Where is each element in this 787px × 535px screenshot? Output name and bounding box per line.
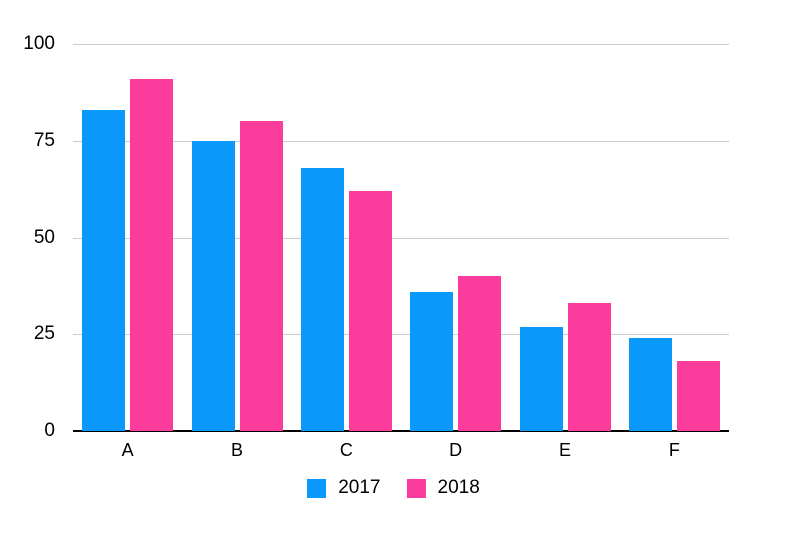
bar-b-2018	[239, 121, 283, 431]
legend-item-2017: 2017	[307, 477, 381, 499]
gridline-100	[73, 44, 729, 45]
legend-swatch-2017	[307, 478, 327, 498]
bar-a-2017	[82, 109, 126, 431]
gridline-50	[73, 237, 729, 239]
bar-e-2018	[567, 303, 611, 431]
bar-c-2017	[300, 167, 344, 431]
gridline-25	[73, 334, 729, 336]
legend-item-2018: 2018	[406, 477, 480, 499]
x-tick-label-b: B	[230, 440, 244, 460]
x-tick-label-d: D	[449, 440, 463, 460]
bar-e-2017	[519, 326, 563, 431]
bar-a-2018	[130, 78, 174, 431]
bar-f-2017	[628, 338, 672, 431]
y-tick-label-100: 100	[23, 33, 55, 54]
x-tick-label-a: A	[121, 440, 134, 460]
y-tick-label-0: 0	[44, 420, 55, 441]
bar-b-2017	[191, 140, 235, 431]
bar-c-2018	[348, 191, 392, 431]
plot-area	[73, 44, 729, 432]
legend-label-2018: 2018	[437, 477, 480, 498]
gridline-75	[73, 140, 729, 142]
x-tick-label-f: F	[668, 440, 680, 460]
y-tick-label-50: 50	[33, 226, 55, 248]
x-tick-label-c: C	[339, 440, 353, 460]
legend-label-2017: 2017	[338, 477, 381, 498]
bar-d-2017	[410, 291, 454, 431]
bar-f-2018	[676, 361, 720, 431]
legend: 2017 2018	[0, 477, 787, 499]
y-tick-label-75: 75	[33, 129, 55, 151]
bar-d-2018	[458, 276, 502, 431]
x-tick-label-e: E	[558, 440, 572, 460]
legend-swatch-2018	[406, 478, 426, 498]
y-tick-label-25: 25	[33, 323, 55, 345]
x-axis-line	[73, 430, 729, 432]
